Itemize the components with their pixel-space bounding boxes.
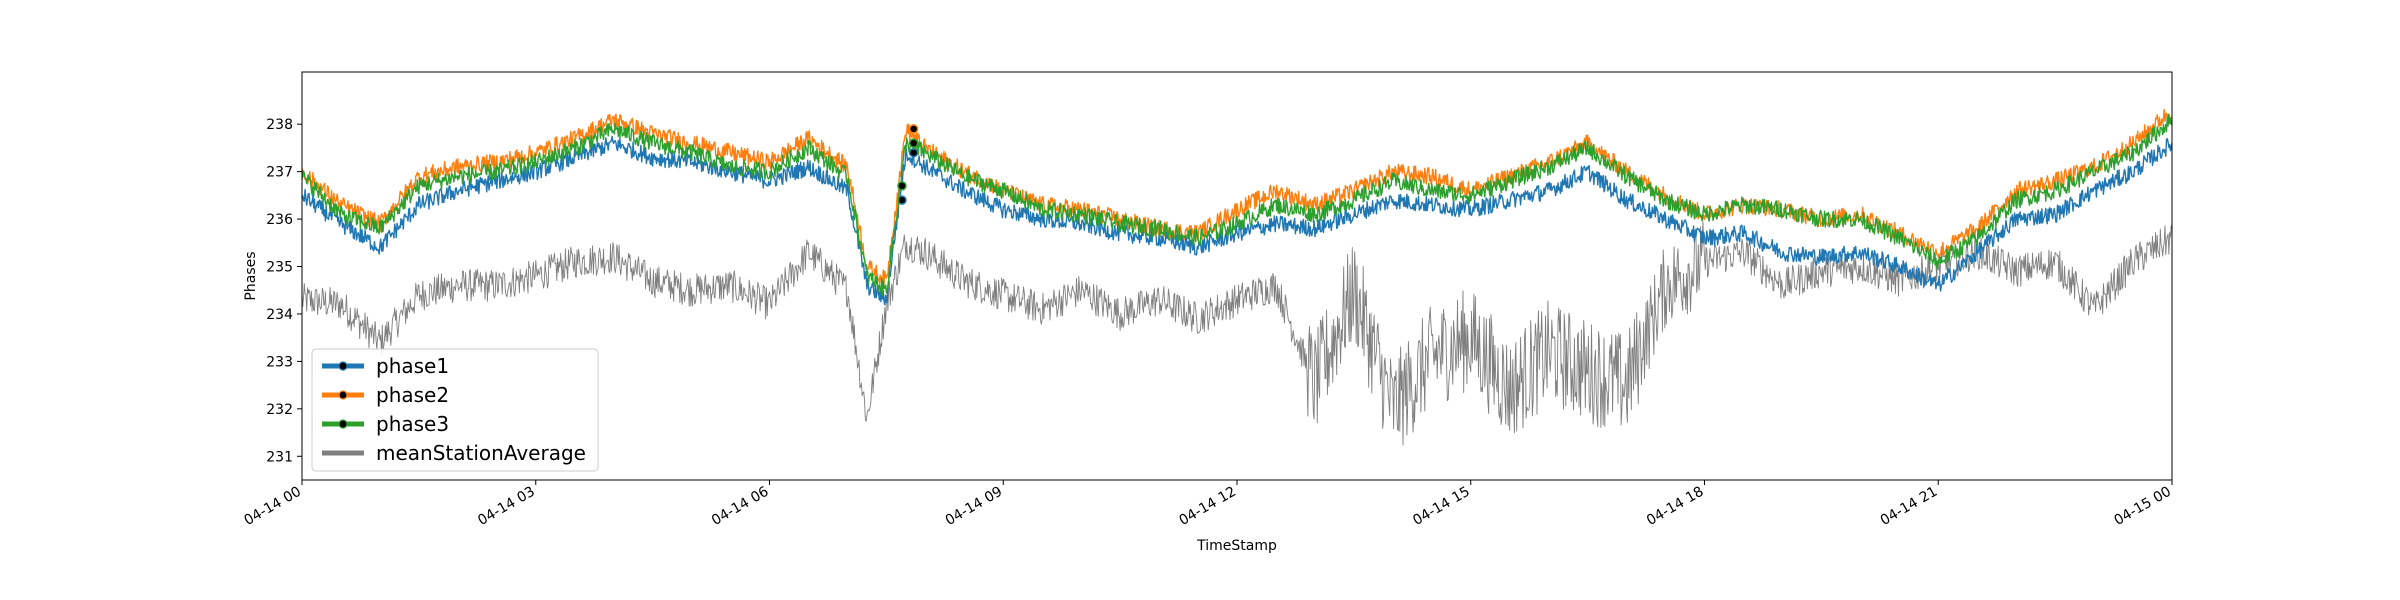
series-line-meanStationAverage [302, 221, 2172, 446]
y-axis-label: Phases [243, 251, 259, 300]
x-axis-label: TimeStamp [1196, 538, 1277, 554]
series-layer [302, 108, 2172, 446]
y-axis: 231 232 233 234 235 236 237 238 [266, 117, 302, 465]
y-tick-label: 232 [266, 402, 293, 418]
legend-label-phase1: phase1 [376, 354, 449, 378]
y-tick-label: 233 [266, 354, 293, 370]
legend-label-meanStationAverage: meanStationAverage [376, 441, 586, 465]
legend-label-phase2: phase2 [376, 383, 449, 407]
y-tick-label: 238 [266, 117, 293, 133]
y-tick-label: 234 [266, 307, 293, 323]
plot-area [302, 72, 2172, 480]
legend-marker-phase3 [338, 419, 348, 429]
marker-phase2-0 [908, 124, 919, 134]
series-line-phase1 [302, 135, 2172, 306]
legend: phase1 phase2 phase3 meanStationAverage [311, 348, 599, 472]
legend-marker-phase2 [338, 390, 348, 400]
series-line-phase2 [302, 108, 2172, 287]
marker-phase3-1 [908, 138, 919, 148]
y-tick-label: 236 [266, 212, 293, 228]
y-tick-label: 235 [266, 260, 293, 276]
legend-label-phase3: phase3 [376, 412, 449, 436]
series-line-phase3 [302, 113, 2172, 297]
y-tick-label: 237 [266, 165, 293, 181]
marker-phase3-0 [897, 181, 907, 191]
legend-marker-phase1 [338, 361, 348, 371]
y-tick-label: 231 [266, 449, 293, 465]
legend-box [311, 348, 599, 472]
